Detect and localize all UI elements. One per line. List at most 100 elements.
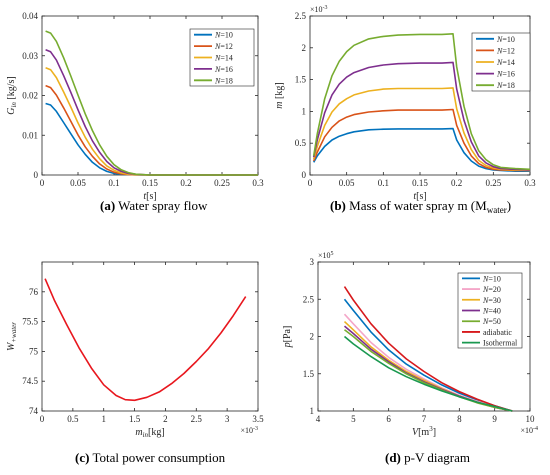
- series-line-N=10: [45, 102, 258, 176]
- y-axis-label: m [kg]: [274, 82, 285, 108]
- caption-d: (d) p-V diagram: [385, 450, 470, 465]
- y-tick-label: 1.5: [295, 75, 307, 85]
- legend-var: N: [482, 317, 489, 326]
- y-exponent-label: ×105: [318, 251, 334, 260]
- y-tick-label: 2.5: [295, 11, 307, 21]
- y-label-var: G: [6, 108, 17, 115]
- y-tick-label: 0.02: [22, 91, 38, 101]
- y-tick-label: 1: [310, 406, 315, 416]
- legend-label: N=10: [482, 274, 501, 283]
- y-label-var: p: [282, 342, 293, 348]
- y-tick-label: 0.04: [22, 11, 38, 21]
- x-tick-label: 1: [101, 414, 106, 424]
- x-tick-label: 0.25: [485, 178, 501, 188]
- legend-val: Isothermal: [483, 339, 518, 348]
- exponent-base: ×10: [310, 5, 323, 14]
- y-label-sub: in: [10, 102, 18, 108]
- series-line-Isothermal: [343, 335, 513, 412]
- x-axis-label: min[kg]: [135, 427, 164, 439]
- legend-label: N=16: [214, 65, 233, 74]
- caption-text: Water spray flow: [115, 198, 208, 213]
- legend-label: N=10: [496, 35, 515, 44]
- x-tick-label: 1.5: [129, 414, 141, 424]
- legend-label: N=40: [482, 307, 501, 316]
- x-label-var: t: [143, 191, 146, 202]
- y-tick-label: 0: [34, 170, 39, 180]
- legend-label: adiabatic: [483, 328, 512, 337]
- x-exponent-label: ×10-4: [520, 426, 538, 435]
- y-axis-label: Gin [kg/s]: [6, 76, 18, 115]
- x-label-var: m: [135, 427, 142, 438]
- y-tick-label: 75.5: [22, 317, 38, 327]
- x-label-var: V: [412, 427, 420, 438]
- legend-val: =14: [502, 58, 515, 67]
- y-tick-label: 75: [29, 346, 39, 356]
- legend-val: =30: [488, 296, 501, 305]
- caption-text: p-V diagram: [401, 450, 470, 465]
- x-label-unit: [m: [418, 427, 429, 438]
- x-tick-label: 2: [163, 414, 168, 424]
- x-tick-label: 6: [386, 414, 391, 424]
- x-tick-label: 0.05: [339, 178, 355, 188]
- x-tick-label: 7: [422, 414, 427, 424]
- exponent-base: ×10: [520, 426, 533, 435]
- x-label-sub: in: [143, 431, 149, 439]
- x-label-unit: [s]: [146, 191, 157, 202]
- legend: N=10N=12N=14N=16N=18: [189, 28, 255, 87]
- caption-sub: water: [487, 205, 507, 215]
- y-tick-label: 2: [302, 43, 307, 53]
- legend-label: N=16: [496, 70, 515, 79]
- x-tick-label: 4: [316, 414, 321, 424]
- series-line-N=18: [312, 32, 531, 171]
- x-axis-label: V[m3]: [412, 425, 436, 438]
- x-tick-label: 5: [351, 414, 356, 424]
- y-tick-label: 0.03: [22, 51, 38, 61]
- exponent-base: ×10: [240, 426, 253, 435]
- x-tick-label: 0.3: [252, 178, 264, 188]
- x-label-var: t: [413, 191, 416, 202]
- x-axis-label: t[s]: [143, 191, 156, 202]
- x-tick-label: 3: [225, 414, 230, 424]
- x-axis-label: t[s]: [413, 191, 426, 202]
- y-tick-label: 2: [310, 332, 315, 342]
- legend-label: Isothermal: [483, 339, 518, 348]
- y-tick-label: 0.5: [295, 138, 307, 148]
- legend-val: =14: [220, 54, 233, 63]
- plot-frame: [41, 261, 259, 412]
- chart-b: 0 0.05 0.1 0.15 0.2 0.25 0.3 0 0.5 1 1.5 2 2.5 t[s] m …: [274, 5, 536, 202]
- legend-val: =10: [502, 35, 515, 44]
- caption-letter: (b): [330, 198, 346, 213]
- y-tick-label: 2.5: [303, 294, 315, 304]
- y-label-var: W: [6, 341, 17, 351]
- series-line-N=16: [312, 61, 531, 171]
- legend-val: =50: [488, 317, 501, 326]
- legend-val: =12: [220, 42, 233, 51]
- x-tick-label: 0.2: [180, 178, 191, 188]
- y-label-unit: [kg/s]: [6, 76, 17, 102]
- y-tick-label: 0.01: [22, 130, 38, 140]
- legend-val: =40: [488, 307, 501, 316]
- caption-end: ): [507, 198, 511, 213]
- x-tick-label: 0.05: [70, 178, 86, 188]
- legend-var: N: [482, 296, 489, 305]
- legend-var: N: [496, 35, 503, 44]
- chart-d: 4 5 6 7 8 9 1011.522.53V[m3]p[Pa]×10-4×105N=10…: [282, 251, 538, 438]
- y-tick-label: 74: [29, 406, 39, 416]
- x-tick-label: 2.5: [191, 414, 203, 424]
- y-label-sub: +water: [10, 322, 18, 343]
- caption-letter: (a): [100, 198, 115, 213]
- legend-val: =18: [220, 76, 233, 85]
- series-line-N=18: [45, 30, 258, 176]
- legend-label: N=14: [214, 54, 233, 63]
- chart-c: 0 0.5 1 1.5 2 2.5 3 3.5 74 74.5 75 75.5 76 min[kg] W+w…: [6, 261, 264, 439]
- legend-label: N=10: [214, 31, 233, 40]
- legend-var: N: [496, 58, 503, 67]
- legend-val: =20: [488, 285, 501, 294]
- y-label-unit: [kg]: [274, 82, 285, 101]
- exponent-label: ×10-3: [310, 5, 328, 14]
- legend-val: =12: [502, 46, 515, 55]
- x-tick-label: 0.1: [378, 178, 389, 188]
- legend-var: N: [482, 274, 489, 283]
- series-line-adiabatic: [343, 286, 513, 412]
